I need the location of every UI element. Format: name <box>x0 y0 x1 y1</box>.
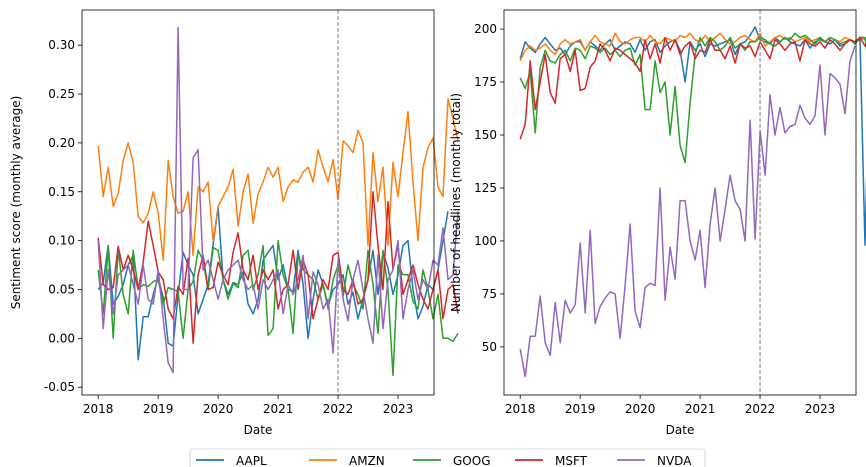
series-line-nvda <box>519 45 856 378</box>
x-tick-label: 2018 <box>83 402 114 416</box>
y-tick-label: 0.10 <box>48 234 75 248</box>
y-axis-label: Sentiment score (monthly average) <box>9 96 23 310</box>
y-tick-label: 200 <box>474 22 497 36</box>
y-tick-label: 150 <box>474 128 497 142</box>
x-tick-label: 2021 <box>263 402 294 416</box>
y-tick-label: 0.30 <box>48 38 75 52</box>
x-axis-ticks: 2018 2019 2020 2021 2022 2023 <box>83 395 413 416</box>
y-tick-label: 50 <box>482 340 497 354</box>
y-axis-label: Number of headlines (monthly total) <box>449 93 463 312</box>
y-tick-label: 0.25 <box>48 87 75 101</box>
x-tick-label: 2020 <box>625 402 656 416</box>
y-tick-label: 0.00 <box>48 331 75 345</box>
y-tick-label: 0.05 <box>48 282 75 296</box>
x-tick-label: 2018 <box>505 402 536 416</box>
x-tick-label: 2020 <box>203 402 234 416</box>
legend-label-msft: MSFT <box>555 454 588 467</box>
legend-label-goog: GOOG <box>453 454 491 467</box>
legend: AAPL AMZN GOOG MSFT NVDA <box>189 448 706 467</box>
y-tick-label: 175 <box>474 75 497 89</box>
x-tick-label: 2022 <box>745 402 776 416</box>
x-tick-label: 2023 <box>805 402 836 416</box>
legend-label-aapl: AAPL <box>236 454 267 467</box>
y-axis-ticks: 50 75 100 125 150 175 200 <box>474 22 504 354</box>
series-line-amzn <box>97 98 459 261</box>
x-tick-label: 2023 <box>383 402 414 416</box>
x-axis-label: Date <box>666 423 695 437</box>
series-line-msft <box>97 191 459 344</box>
series-line-msft <box>519 36 866 140</box>
x-axis-label: Date <box>244 423 273 437</box>
y-tick-label: 100 <box>474 234 497 248</box>
plot-frame <box>81 9 435 396</box>
x-axis-ticks: 2018 2019 2020 2021 2022 2023 <box>505 395 835 416</box>
x-tick-label: 2022 <box>323 402 354 416</box>
y-tick-label: 125 <box>474 181 497 195</box>
y-tick-label: 0.15 <box>48 185 75 199</box>
y-axis-ticks: -0.05 0.00 0.05 0.10 0.15 0.20 0.25 0.30 <box>44 38 82 394</box>
sentiment-chart: 2018 2019 2020 2021 2022 2023 -0.05 0.00 0.05 0.… <box>9 9 459 437</box>
x-tick-label: 2019 <box>565 402 596 416</box>
y-tick-label: -0.05 <box>44 380 75 394</box>
series-line-goog <box>519 32 866 164</box>
y-tick-label: 0.20 <box>48 136 75 150</box>
legend-box <box>189 448 706 467</box>
x-tick-label: 2019 <box>143 402 174 416</box>
legend-label-amzn: AMZN <box>349 454 385 467</box>
y-tick-label: 75 <box>482 287 497 301</box>
x-tick-label: 2021 <box>685 402 716 416</box>
series-line-aapl <box>519 26 866 246</box>
series-line-goog <box>97 239 459 377</box>
series-line-nvda <box>97 26 459 374</box>
legend-label-nvda: NVDA <box>657 454 692 467</box>
headline-count-chart: 2018 2019 2020 2021 2022 2023 50 75 100 125 150 17… <box>449 9 866 437</box>
plot-frame <box>503 9 857 396</box>
